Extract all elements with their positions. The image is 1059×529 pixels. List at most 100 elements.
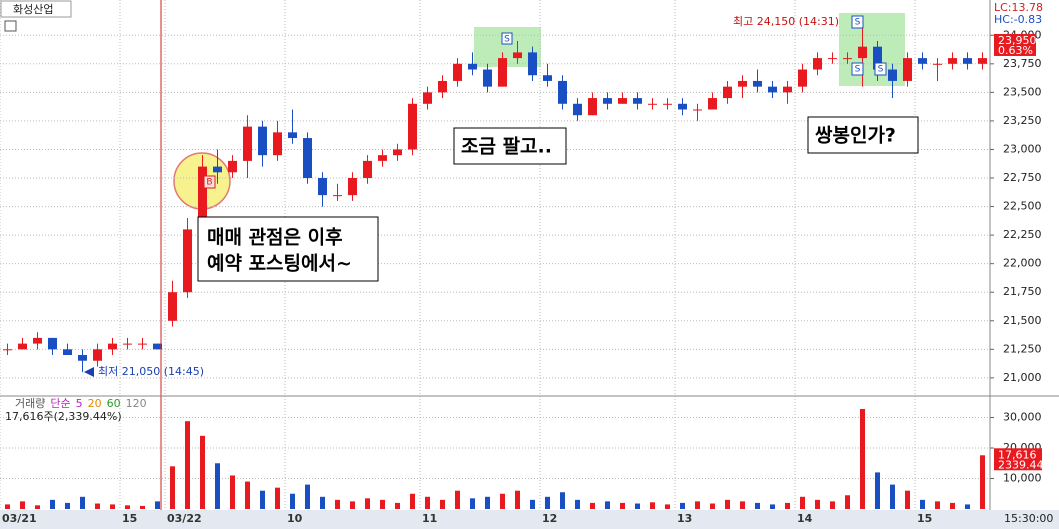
candle-body — [543, 75, 552, 81]
volume-bar — [200, 435, 205, 509]
y-tick-label: 23,500 — [1003, 85, 1042, 98]
candle-body — [783, 86, 792, 93]
candle-body — [228, 160, 237, 173]
candle-body — [498, 58, 507, 87]
last-price: 23,950 — [998, 34, 1037, 47]
candle-body — [393, 149, 402, 156]
candle-body — [138, 343, 147, 345]
candle-body — [483, 69, 492, 87]
candle-body — [168, 292, 177, 321]
volume-bar — [305, 484, 310, 509]
volume-bar — [95, 503, 100, 509]
volume-bar — [140, 505, 145, 509]
candle-body — [333, 195, 342, 197]
candle-body — [3, 349, 12, 351]
volume-bar — [710, 503, 715, 509]
volume-bar — [335, 499, 340, 509]
volume-bar — [125, 505, 130, 509]
legend-item: 120 — [126, 397, 147, 410]
buy-flag-text: B — [206, 178, 212, 188]
low-arrow — [84, 367, 94, 377]
volume-bar — [35, 505, 40, 509]
volume-info: 17,616주(2,339.44%) — [5, 410, 122, 423]
volume-bar — [320, 496, 325, 509]
volume-bar — [365, 498, 370, 509]
note: 매매 관점은 이후 — [207, 227, 343, 249]
volume-bar — [380, 499, 385, 509]
symbol: 화성산업 — [13, 3, 53, 16]
candle-body — [513, 52, 522, 59]
volume-bar — [455, 490, 460, 509]
candle-body — [753, 80, 762, 87]
volume-bar — [845, 495, 850, 509]
candle-body — [453, 63, 462, 81]
candle-body — [18, 343, 27, 350]
candle-body — [888, 69, 897, 81]
note: 예약 포스팅에서~ — [207, 253, 352, 275]
candle-body — [768, 86, 777, 93]
y-tick-label: 21,000 — [1003, 371, 1042, 384]
volume-bar — [275, 487, 280, 509]
volume-bar — [485, 496, 490, 509]
sell-flag — [501, 32, 513, 45]
volume-bar — [755, 502, 760, 509]
candle-body — [828, 58, 837, 60]
low-label: 최저 21,050 (14:45) — [98, 365, 204, 378]
candle-body — [198, 166, 207, 230]
volume-bar — [575, 499, 580, 509]
volume-bar — [80, 496, 85, 509]
candle-body — [858, 46, 867, 59]
x-tick-label: 15 — [917, 512, 932, 525]
volume-bar — [785, 502, 790, 509]
volume-bar — [185, 421, 190, 509]
x-tick-label: 12 — [542, 512, 557, 525]
candle-body — [843, 58, 852, 60]
candle-body — [798, 69, 807, 87]
candle-body — [273, 132, 282, 156]
x-axis-bar — [0, 510, 1059, 529]
volume-bar — [830, 501, 835, 509]
last-volume: 17,616 — [998, 448, 1037, 461]
x-tick-label: 03/22 — [167, 512, 202, 525]
volume-bar — [860, 408, 865, 509]
volume-bar — [590, 502, 595, 509]
candle-body — [348, 178, 357, 196]
candle-body — [738, 80, 747, 87]
last-change: 0.63% — [998, 44, 1033, 57]
last-volume-box — [994, 448, 1042, 471]
candle-body — [903, 58, 912, 81]
candle-body — [258, 126, 267, 156]
volume-bar — [395, 502, 400, 509]
x-tick-label: 13 — [677, 512, 692, 525]
candle-body — [948, 58, 957, 64]
lc: LC:13.78 — [994, 1, 1043, 14]
candle-body — [33, 337, 42, 344]
volume-bar — [965, 504, 970, 509]
candle-body — [303, 138, 312, 179]
volume-bar — [650, 502, 655, 509]
signals: B S S S S — [203, 15, 887, 189]
y-tick-label: 21,750 — [1003, 285, 1042, 298]
volume-bar — [905, 490, 910, 509]
volume-bar — [215, 463, 220, 509]
legend-item: 5 — [76, 397, 83, 410]
candle-body — [723, 86, 732, 99]
candle-body — [558, 80, 567, 104]
candle-body — [423, 92, 432, 104]
high-label: 최고 24,150 (14:31) — [733, 15, 839, 28]
last-ratio: 2339.44% — [998, 458, 1054, 471]
candle-body — [588, 98, 597, 116]
volume-bar — [620, 502, 625, 509]
candle-body — [663, 103, 672, 105]
candle-body — [933, 63, 942, 65]
legend-item: 20 — [88, 397, 102, 410]
candle-body — [363, 160, 372, 179]
candle-body — [123, 343, 132, 345]
marks — [3, 18, 987, 509]
volume-bar — [875, 472, 880, 509]
volume-bar — [245, 481, 250, 509]
note-box — [807, 116, 919, 154]
candle-body — [318, 178, 327, 196]
candle-body — [573, 103, 582, 116]
